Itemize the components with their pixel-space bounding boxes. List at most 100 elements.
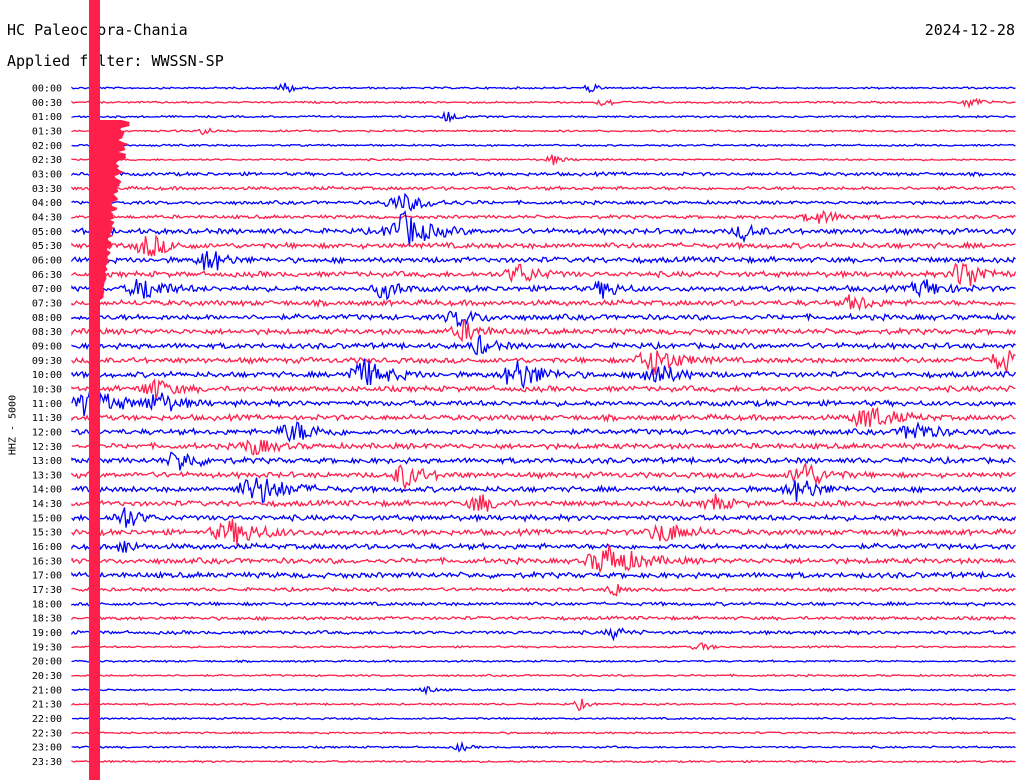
trace-row-1500: [71, 507, 1017, 528]
row-tick-label: 21:30: [32, 700, 62, 711]
row-tick-label: 06:30: [32, 270, 62, 281]
trace-row-1830: [71, 615, 1016, 622]
trace-row-0600: [71, 251, 1016, 271]
trace-row-2100: [71, 686, 1016, 696]
row-tick-label: 06:00: [32, 256, 62, 267]
row-tick-label: 08:30: [32, 327, 62, 338]
row-tick-label: 17:30: [32, 585, 62, 596]
trace-row-1900: [71, 627, 1016, 642]
row-tick-label: 02:30: [32, 155, 62, 166]
trace-row-0800: [71, 309, 1016, 328]
row-tick-label: 19:30: [32, 642, 62, 653]
trace-row-2330: [71, 759, 1016, 764]
row-tick-labels: 00:00 00:30 01:00 01:30 02:00 02:30 03:00 03:30…: [32, 84, 62, 769]
trace-row-0730: [71, 294, 1016, 312]
trace-row-1400: [71, 477, 1017, 504]
row-tick-label: 16:30: [32, 556, 62, 567]
row-tick-label: 05:00: [32, 227, 62, 238]
trace-row-1930: [71, 642, 1016, 652]
trace-row-1330: [71, 461, 1016, 491]
row-tick-label: 19:00: [32, 628, 62, 639]
trace-row-1200: [71, 421, 1016, 443]
trace-row-1000: [71, 358, 1017, 390]
row-tick-label: 02:00: [32, 141, 62, 152]
row-tick-label: 23:00: [32, 743, 62, 754]
trace-row-1730: [71, 583, 1016, 597]
row-tick-label: 21:00: [32, 685, 62, 696]
row-tick-label: 03:00: [32, 170, 62, 181]
trace-row-1700: [71, 570, 1016, 580]
trace-row-2200: [71, 716, 1016, 721]
event-coda: [100, 120, 130, 300]
trace-row-2230: [71, 730, 1016, 735]
row-tick-label: 14:00: [32, 485, 62, 496]
saturated-event-band: [89, 0, 100, 780]
row-tick-label: 03:30: [32, 184, 62, 195]
row-tick-label: 16:00: [32, 542, 62, 553]
row-tick-label: 23:30: [32, 757, 62, 768]
trace-row-2300: [71, 740, 1016, 753]
trace-row-0000: [71, 82, 1016, 94]
trace-row-1300: [71, 451, 1016, 471]
row-tick-label: 15:00: [32, 513, 62, 524]
trace-row-0430: [71, 209, 1016, 225]
row-tick-label: 01:30: [32, 127, 62, 138]
filter-label: Applied filter: WWSSN-SP: [7, 52, 224, 70]
row-tick-label: 08:00: [32, 313, 62, 324]
row-tick-label: 22:00: [32, 714, 62, 725]
trace-row-0400: [71, 192, 1016, 212]
row-tick-label: 05:30: [32, 241, 62, 252]
trace-row-1230: [71, 439, 1016, 456]
trace-row-1530: [71, 518, 1017, 546]
trace-row-0100: [71, 110, 1016, 124]
row-tick-label: 07:00: [32, 284, 62, 295]
row-tick-label: 13:30: [32, 470, 62, 481]
row-tick-label: 18:00: [32, 599, 62, 610]
trace-row-1030: [71, 378, 1016, 400]
trace-row-1600: [71, 540, 1016, 553]
trace-row-0830: [71, 319, 1017, 343]
trace-row-1630: [71, 544, 1016, 574]
trace-row-1800: [71, 600, 1016, 607]
trace-row-0900: [71, 334, 1016, 356]
row-tick-label: 09:00: [32, 341, 62, 352]
seismic-traces: [71, 0, 1017, 780]
row-tick-label: 10:00: [32, 370, 62, 381]
row-tick-label: 17:00: [32, 571, 62, 582]
trace-row-0330: [71, 185, 1016, 192]
row-tick-label: 09:30: [32, 356, 62, 367]
trace-row-0930: [71, 350, 1016, 376]
row-tick-label: 00:30: [32, 98, 62, 109]
row-tick-label: 01:00: [32, 112, 62, 123]
row-tick-label: 04:00: [32, 198, 62, 209]
trace-row-0130: [71, 127, 1016, 136]
row-tick-label: 00:00: [32, 84, 62, 95]
row-tick-label: 20:30: [32, 671, 62, 682]
trace-row-2030: [71, 673, 1016, 678]
row-tick-label: 18:30: [32, 614, 62, 625]
trace-row-0230: [71, 154, 1016, 166]
trace-row-0300: [71, 170, 1016, 178]
row-tick-label: 10:30: [32, 384, 62, 395]
trace-row-2130: [71, 698, 1016, 712]
trace-row-0500: [71, 209, 1017, 247]
row-tick-label: 15:30: [32, 528, 62, 539]
trace-row-0530: [71, 234, 1016, 257]
trace-row-1430: [71, 493, 1016, 512]
row-tick-label: 12:30: [32, 442, 62, 453]
row-tick-label: 11:30: [32, 413, 62, 424]
trace-row-1100: [71, 389, 1016, 418]
row-tick-label: 13:00: [32, 456, 62, 467]
trace-row-0200: [71, 143, 1016, 148]
trace-row-2000: [71, 659, 1016, 664]
trace-row-0030: [71, 97, 1016, 109]
row-tick-label: 20:00: [32, 657, 62, 668]
row-tick-label: 12:00: [32, 427, 62, 438]
date-label: 2024-12-28: [924, 21, 1015, 39]
row-tick-label: 14:30: [32, 499, 62, 510]
row-tick-label: 11:00: [32, 399, 62, 410]
row-tick-label: 04:30: [32, 213, 62, 224]
row-tick-label: 07:30: [32, 298, 62, 309]
trace-row-0700: [71, 278, 1016, 301]
